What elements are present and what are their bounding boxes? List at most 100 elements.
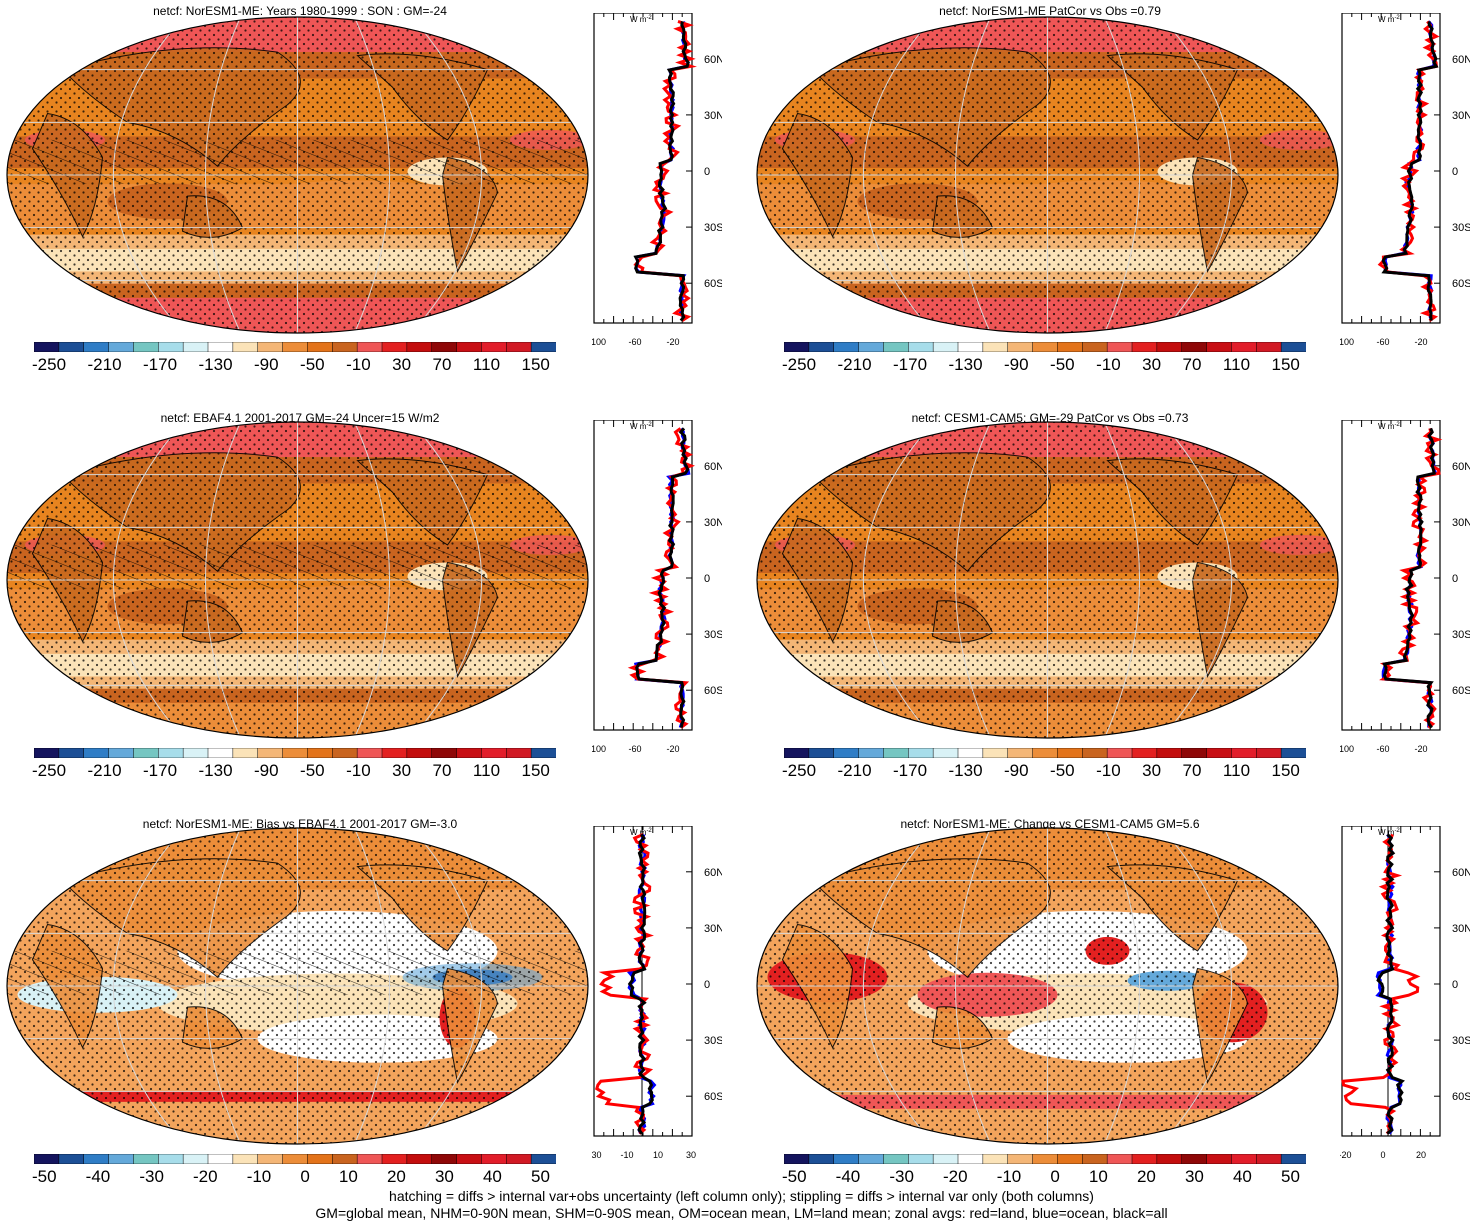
x-tick-label: -60 (628, 744, 641, 754)
x-tick-label: -100 (592, 337, 606, 347)
colorbar (34, 1154, 556, 1164)
latitude-label: 30S (704, 629, 722, 641)
unit-label: W m-2 (630, 15, 652, 24)
panel-title: netcf: NorESM1-ME: Years 1980-1999 : SON… (153, 4, 447, 18)
colorbar-tick-label: 150 (521, 761, 550, 780)
colorbar-tick-label: 150 (1271, 761, 1300, 780)
colorbar-tick-label: -10 (1096, 355, 1121, 374)
latitude-label: 0 (1452, 166, 1458, 178)
colorbar-tick-label: -40 (85, 1167, 111, 1186)
latitude-label: 0 (704, 573, 710, 585)
x-tick-label: -30 (592, 1150, 602, 1160)
colorbar-labels: -50 -40 -30 -20 -10 0 10 20 30 40 50 (782, 1167, 1300, 1187)
x-tick-label: 10 (653, 1150, 663, 1160)
latitude-label: 30S (704, 222, 722, 234)
unit-label: W m-2 (630, 422, 652, 431)
colorbar-tick-label: 40 (1232, 1167, 1252, 1186)
colorbar-tick-label: -250 (32, 761, 67, 780)
x-tick-label: 20 (1416, 1150, 1426, 1160)
colorbar-tick-label: 110 (1222, 355, 1251, 374)
colorbar (34, 342, 556, 352)
latitude-label: 60S (704, 685, 722, 697)
x-tick-label: 30 (686, 1150, 696, 1160)
colorbar-tick-label: -20 (193, 1167, 218, 1186)
x-tick-label: -60 (1376, 337, 1389, 347)
colorbar-tick-label: -50 (300, 761, 325, 780)
x-tick-label: -20 (666, 744, 679, 754)
latitude-label: 30N (704, 110, 722, 122)
colorbar-tick-label: 150 (521, 355, 550, 374)
colorbar-tick-label: -90 (1004, 761, 1029, 780)
robinson-map (6, 16, 589, 334)
latitude-label: 30N (1452, 110, 1470, 122)
colorbar-tick-label: 30 (1142, 761, 1162, 780)
colorbar-tick-label: -170 (143, 355, 178, 374)
unit-label: W m-2 (630, 828, 652, 837)
colorbar-tick-label: 110 (472, 761, 501, 780)
colorbar-tick-label: -250 (782, 761, 817, 780)
latitude-label: 30S (1452, 222, 1470, 234)
colorbar-labels: -250 -210 -170 -130 -90 -50 -10 30 70 110 150 (32, 761, 550, 781)
latitude-label: 30N (704, 923, 722, 935)
latitude-label: 30N (1452, 517, 1470, 529)
colorbar-labels: -250 -210 -170 -130 -90 -50 -10 30 70 110 150 (32, 355, 550, 375)
colorbar-tick-label: -210 (837, 355, 872, 374)
zonal-mean-plot: W m-2 60N 30N 0 30S 60S -30 -10 10 30 (592, 826, 722, 1160)
latitude-label: 60N (704, 867, 722, 879)
colorbar-tick-label: -10 (346, 761, 371, 780)
latitude-label: 60N (1452, 461, 1470, 473)
colorbar-tick-label: -130 (198, 761, 233, 780)
colorbar-tick-label: 0 (300, 1167, 310, 1186)
robinson-map (756, 827, 1339, 1145)
colorbar-tick-label: -50 (32, 1167, 57, 1186)
colorbar-tick-label: -170 (893, 355, 928, 374)
colorbar-tick-label: 150 (1271, 355, 1300, 374)
colorbar-tick-label: -250 (32, 355, 67, 374)
x-tick-label: -10 (620, 1150, 633, 1160)
colorbar-tick-label: -170 (143, 761, 178, 780)
colorbar-tick-label: 30 (392, 761, 412, 780)
colorbar-tick-label: -50 (1050, 761, 1075, 780)
colorbar (784, 748, 1306, 758)
colorbar-tick-label: 40 (482, 1167, 502, 1186)
latitude-label: 60N (1452, 54, 1470, 66)
robinson-map (756, 421, 1339, 739)
latitude-label: 30S (1452, 1035, 1470, 1047)
latitude-label: 0 (704, 979, 710, 991)
colorbar-labels: -50 -40 -30 -20 -10 0 10 20 30 40 50 (32, 1167, 550, 1187)
colorbar-tick-label: -10 (996, 1167, 1022, 1186)
panel-title: netcf: EBAF4.1 2001-2017 GM=-24 Uncer=15… (160, 411, 440, 425)
zonal-mean-plot: W m-2 60N 30N 0 30S 60S -100 -60 -20 (1340, 13, 1470, 347)
x-tick-label: -20 (1340, 1150, 1352, 1160)
colorbar-tick-label: -50 (300, 355, 325, 374)
colorbar-tick-label: 110 (1222, 761, 1251, 780)
colorbar-tick-label: 70 (432, 355, 452, 374)
zonal-mean-plot: W m-2 60N 30N 0 30S 60S -20 0 20 (1340, 826, 1470, 1160)
colorbar-labels: -250 -210 -170 -130 -90 -50 -10 30 70 110 150 (782, 761, 1300, 781)
unit-label: W m-2 (1378, 15, 1400, 24)
colorbar-tick-label: 30 (1184, 1167, 1204, 1186)
x-tick-label: -60 (1376, 744, 1389, 754)
colorbar-tick-label: -130 (198, 355, 233, 374)
latitude-label: 30N (1452, 923, 1470, 935)
latitude-label: 60N (704, 54, 722, 66)
colorbar-tick-label: 30 (434, 1167, 454, 1186)
latitude-label: 30N (704, 517, 722, 529)
colorbar-tick-label: -50 (782, 1167, 807, 1186)
colorbar-tick-label: -10 (246, 1167, 272, 1186)
colorbar-tick-label: 70 (432, 761, 452, 780)
colorbar-tick-label: 20 (1136, 1167, 1156, 1186)
footnote-line-1: hatching = diffs > internal var+obs unce… (389, 1188, 1094, 1204)
colorbar-tick-label: 20 (386, 1167, 406, 1186)
unit-label: W m-2 (1378, 828, 1400, 837)
x-tick-label: 0 (1380, 1150, 1385, 1160)
colorbar-tick-label: 70 (1182, 761, 1202, 780)
colorbar-tick-label: -50 (1050, 355, 1075, 374)
colorbar-tick-label: -40 (835, 1167, 861, 1186)
colorbar-tick-label: 30 (392, 355, 412, 374)
colorbar-tick-label: -210 (87, 355, 122, 374)
robinson-map (6, 421, 589, 739)
colorbar-tick-label: -90 (254, 761, 279, 780)
latitude-label: 60N (1452, 867, 1470, 879)
colorbar-tick-label: 50 (530, 1167, 550, 1186)
